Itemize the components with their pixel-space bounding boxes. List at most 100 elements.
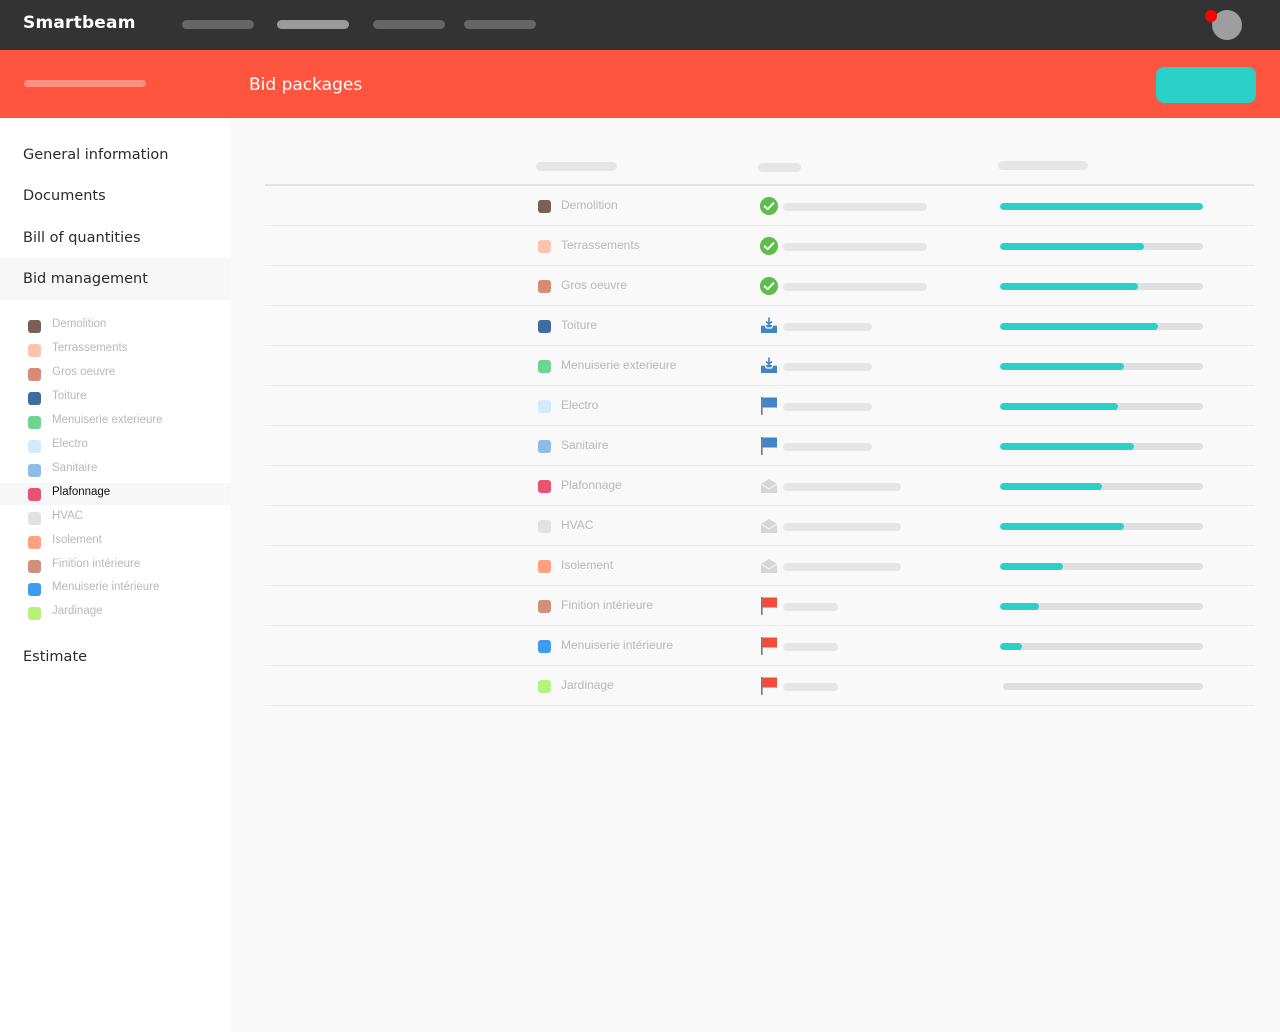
progress-fill	[1000, 323, 1159, 330]
color-swatch	[538, 520, 551, 533]
progress-bar	[1000, 243, 1203, 250]
sidebar-subitem-gros-oeuvre[interactable]: Gros oeuvre	[0, 363, 230, 385]
sidebar-subitem-sanitaire[interactable]: Sanitaire	[0, 459, 230, 481]
sidebar-item-bid-management[interactable]: Bid management	[0, 258, 230, 300]
sidebar-subitem-label: Demolition	[52, 318, 107, 330]
check-circle-icon	[759, 236, 779, 256]
status-text-placeholder	[783, 683, 838, 691]
sidebar-subitem-label: Gros oeuvre	[52, 366, 116, 378]
page-header: Bid packages	[0, 50, 1280, 118]
sidebar-subitem-jardinage[interactable]: Jardinage	[0, 602, 230, 624]
color-swatch	[538, 560, 551, 573]
status-text-placeholder	[783, 603, 838, 611]
envelope-icon	[759, 516, 779, 536]
table-row[interactable]: Jardinage	[265, 666, 1254, 706]
nav-item-3[interactable]	[373, 20, 445, 29]
sidebar-subitem-label: Isolement	[52, 534, 102, 546]
table-row[interactable]: Menuiserie exterieure	[265, 346, 1254, 386]
status-text-placeholder	[783, 643, 838, 651]
sidebar-item-bill-of-quantities[interactable]: Bill of quantities	[0, 217, 230, 259]
table-row[interactable]: Gros oeuvre	[265, 266, 1254, 306]
top-navbar: Smartbeam	[0, 0, 1280, 50]
progress-fill	[1000, 603, 1039, 610]
color-swatch	[538, 200, 551, 213]
color-swatch	[28, 440, 41, 453]
progress-bar	[1000, 363, 1203, 370]
progress-fill	[1000, 403, 1118, 410]
package-name: Jardinage	[561, 678, 614, 692]
table-row[interactable]: Plafonnage	[265, 466, 1254, 506]
column-header-status[interactable]	[758, 163, 801, 172]
sidebar-subitem-demolition[interactable]: Demolition	[0, 315, 230, 337]
progress-fill	[1000, 443, 1134, 450]
nav-item-1[interactable]	[182, 20, 254, 29]
progress-fill	[1000, 203, 1203, 210]
sidebar-subitem-isolement[interactable]: Isolement	[0, 531, 230, 553]
column-header-progress[interactable]	[998, 161, 1088, 170]
table-row[interactable]: Isolement	[265, 546, 1254, 586]
package-name: Toiture	[561, 318, 598, 332]
color-swatch	[28, 560, 41, 573]
red-flag-icon	[759, 636, 779, 656]
sidebar-subitem-hvac[interactable]: HVAC	[0, 507, 230, 529]
sidebar-item-label: Bid management	[23, 271, 148, 287]
sidebar-subitem-terrassements[interactable]: Terrassements	[0, 339, 230, 361]
progress-bar	[1000, 283, 1203, 290]
progress-fill	[1000, 483, 1102, 490]
nav-item-4[interactable]	[464, 20, 536, 29]
progress-bar	[1000, 643, 1203, 650]
sidebar: General information Documents Bill of qu…	[0, 118, 230, 1032]
red-flag-icon	[759, 676, 779, 696]
table-row[interactable]: HVAC	[265, 506, 1254, 546]
sidebar-item-general-information[interactable]: General information	[0, 134, 230, 176]
progress-bar	[1000, 563, 1203, 570]
color-swatch	[28, 368, 41, 381]
color-swatch	[538, 320, 551, 333]
progress-fill	[1000, 243, 1145, 250]
table-row[interactable]: Demolition	[265, 186, 1254, 226]
sidebar-subitem-menuiserie-interieure[interactable]: Menuiserie intérieure	[0, 578, 230, 600]
sidebar-subitem-plafonnage[interactable]: Plafonnage	[0, 483, 230, 505]
progress-bar	[1000, 203, 1203, 210]
red-flag-icon	[759, 596, 779, 616]
nav-item-2[interactable]	[277, 20, 349, 29]
sidebar-item-estimate[interactable]: Estimate	[0, 636, 230, 678]
table-row[interactable]: Sanitaire	[265, 426, 1254, 466]
table-row[interactable]: Electro	[265, 386, 1254, 426]
progress-bar	[1003, 683, 1203, 690]
notification-dot-icon	[1205, 10, 1217, 22]
table-row[interactable]: Finition intérieure	[265, 586, 1254, 626]
table-row[interactable]: Menuiserie intérieure	[265, 626, 1254, 666]
package-name: Gros oeuvre	[561, 278, 628, 292]
progress-bar	[1000, 443, 1203, 450]
sidebar-subitem-label: Terrassements	[52, 342, 128, 354]
status-text-placeholder	[783, 563, 901, 571]
back-link[interactable]	[24, 80, 146, 87]
progress-bar	[1000, 323, 1203, 330]
envelope-icon	[759, 476, 779, 496]
sidebar-subitem-menuiserie-exterieure[interactable]: Menuiserie exterieure	[0, 411, 230, 433]
user-avatar[interactable]	[1212, 10, 1242, 40]
sidebar-subitem-finition-interieure[interactable]: Finition intérieure	[0, 555, 230, 577]
inbox-icon	[759, 356, 779, 376]
progress-fill	[1000, 363, 1124, 370]
color-swatch	[538, 680, 551, 693]
page-title: Bid packages	[249, 75, 363, 95]
color-swatch	[28, 583, 41, 596]
blue-flag-icon	[759, 436, 779, 456]
package-name: Menuiserie intérieure	[561, 638, 674, 652]
table-row[interactable]: Terrassements	[265, 226, 1254, 266]
status-text-placeholder	[783, 363, 872, 371]
sidebar-item-label: Documents	[23, 188, 106, 204]
brand-logo[interactable]: Smartbeam	[23, 13, 136, 33]
color-swatch	[538, 480, 551, 493]
progress-bar	[1000, 523, 1203, 530]
primary-action-button[interactable]	[1156, 67, 1256, 103]
color-swatch	[28, 344, 41, 357]
sidebar-item-documents[interactable]: Documents	[0, 175, 230, 217]
column-header-package[interactable]	[536, 162, 617, 171]
table-row[interactable]: Toiture	[265, 306, 1254, 346]
sidebar-subitem-electro[interactable]: Electro	[0, 435, 230, 457]
sidebar-subitem-toiture[interactable]: Toiture	[0, 387, 230, 409]
color-swatch	[538, 240, 551, 253]
